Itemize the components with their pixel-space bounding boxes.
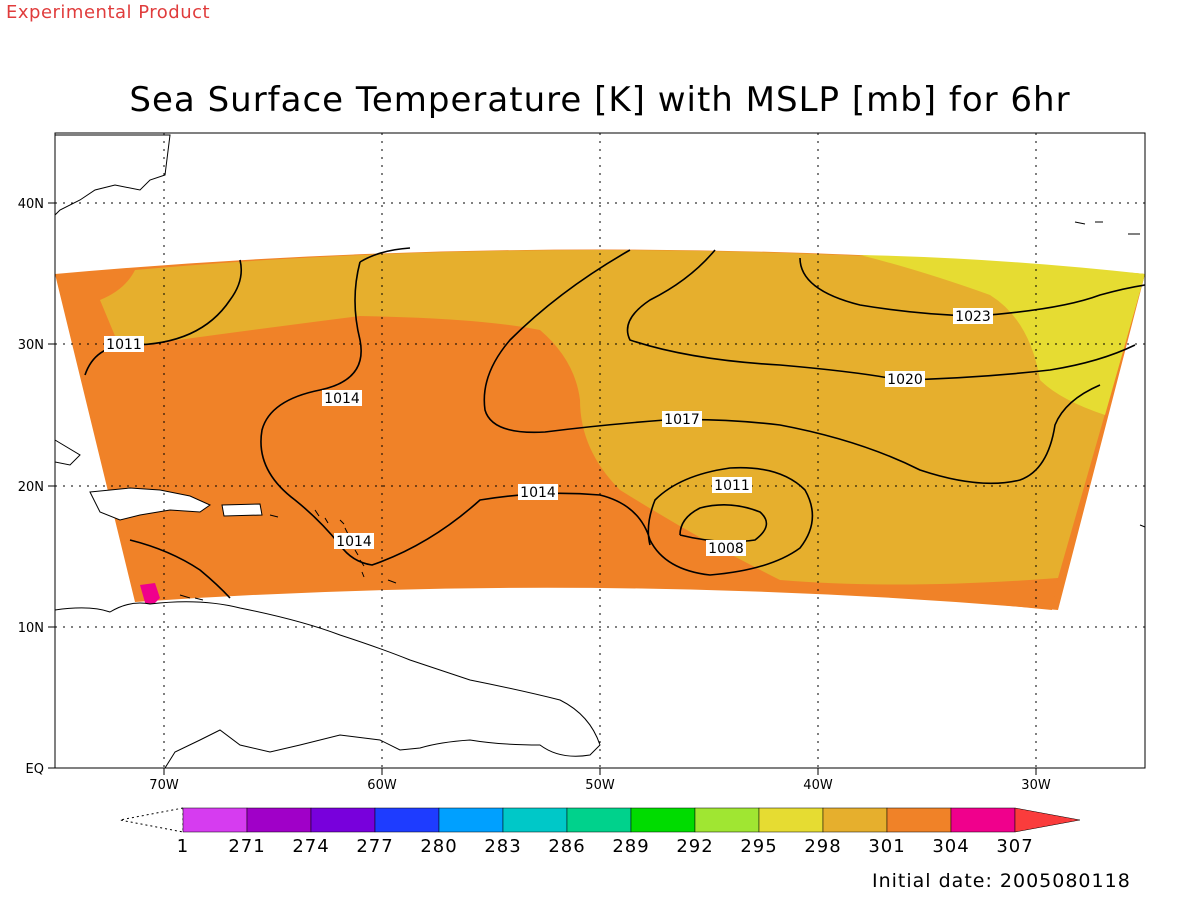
lon-label-40w: 40W xyxy=(803,778,833,793)
contour-label-1011-west: 1011 xyxy=(104,336,144,353)
contour-label-text: 1014 xyxy=(336,534,372,550)
map-title: Sea Surface Temperature [K] with MSLP [m… xyxy=(129,80,1071,120)
lon-axis xyxy=(163,768,1037,775)
contour-labels: 1011 1014 1014 1014 1017 1011 1008 1020 xyxy=(104,308,993,557)
colorbar-label: 277 xyxy=(356,836,393,857)
colorbar-swatch xyxy=(310,807,376,833)
contour-label-1014-a: 1014 xyxy=(322,390,362,407)
lon-label-70w: 70W xyxy=(149,778,179,793)
contour-label-text: 1014 xyxy=(520,485,556,501)
lat-axis xyxy=(48,202,55,769)
colorbar-swatch xyxy=(886,807,952,833)
sst-region-298-301 xyxy=(100,249,1145,585)
south-america-coast xyxy=(54,601,601,769)
colorbar-swatch xyxy=(630,807,696,833)
graticule xyxy=(55,133,1145,768)
colorbar-label: 304 xyxy=(932,836,969,857)
contour-label-1020: 1020 xyxy=(885,371,925,388)
colorbar-swatch xyxy=(950,807,1016,833)
colorbar-swatch xyxy=(758,807,824,833)
contour-label-text: 1008 xyxy=(708,541,744,557)
contour-label-text: 1011 xyxy=(106,337,142,353)
colorbar-swatch xyxy=(246,807,312,833)
colorbar-swatch xyxy=(822,807,888,833)
colorbar-label: 298 xyxy=(804,836,841,857)
contour-label-1008: 1008 xyxy=(706,540,746,557)
colorbar-swatch xyxy=(182,807,248,833)
lat-label-20n: 20N xyxy=(18,480,44,495)
lon-labels: 70W 60W 50W 40W 30W xyxy=(149,778,1051,793)
hispaniola xyxy=(89,487,212,521)
lat-labels: EQ 10N 20N 30N 40N xyxy=(18,197,44,777)
sst-region-304-307 xyxy=(140,583,160,606)
colorbar-label: 274 xyxy=(292,836,329,857)
lon-label-50w: 50W xyxy=(585,778,615,793)
colorbar-swatch xyxy=(566,807,632,833)
contour-1017 xyxy=(483,249,1101,485)
colorbar-swatches xyxy=(182,807,1016,833)
colorbar-label: 289 xyxy=(612,836,649,857)
experimental-product-label: Experimental Product xyxy=(6,2,211,23)
colorbar-label: 283 xyxy=(484,836,521,857)
lon-label-60w: 60W xyxy=(367,778,397,793)
colorbar-label: 271 xyxy=(228,836,265,857)
colorbar-swatch xyxy=(502,807,568,833)
small-islands xyxy=(179,221,1146,601)
contour-label-text: 1020 xyxy=(887,372,923,388)
colorbar: 1 271 274 277 280 283 286 289 292 295 298 301 304 307 xyxy=(119,807,1081,857)
colorbar-left-arrow xyxy=(119,807,184,833)
cuba-edge xyxy=(54,439,81,466)
north-america-coast xyxy=(54,134,171,217)
puerto-rico xyxy=(221,503,263,517)
colorbar-label: 280 xyxy=(420,836,457,857)
lat-label-30n: 30N xyxy=(18,338,44,353)
colorbar-swatch xyxy=(374,807,440,833)
lat-label-10n: 10N xyxy=(18,621,44,636)
contour-label-1011-low: 1011 xyxy=(712,477,752,494)
initial-date: Initial date: 2005080118 xyxy=(872,870,1131,892)
colorbar-label: 286 xyxy=(548,836,585,857)
colorbar-swatch xyxy=(438,807,504,833)
contour-label-1023: 1023 xyxy=(953,308,993,325)
colorbar-label: 1 xyxy=(177,836,189,857)
contour-label-1014-b: 1014 xyxy=(518,484,558,501)
contour-label-text: 1014 xyxy=(324,391,360,407)
colorbar-labels: 1 271 274 277 280 283 286 289 292 295 298 301 304 307 xyxy=(177,836,1033,857)
colorbar-right-arrow xyxy=(1014,807,1081,833)
contour-label-1014-c: 1014 xyxy=(334,533,374,550)
lat-label-eq: EQ xyxy=(26,762,44,777)
colorbar-label: 301 xyxy=(868,836,905,857)
colorbar-swatch xyxy=(694,807,760,833)
contour-label-text: 1017 xyxy=(664,412,700,428)
contour-label-text: 1011 xyxy=(714,478,750,494)
contour-label-text: 1023 xyxy=(955,309,991,325)
colorbar-label: 307 xyxy=(996,836,1033,857)
colorbar-label: 295 xyxy=(740,836,777,857)
sst-region-295-298 xyxy=(860,255,1145,415)
mslp-contours xyxy=(84,247,1146,599)
contour-label-1017: 1017 xyxy=(662,411,702,428)
colorbar-label: 292 xyxy=(676,836,713,857)
sst-region-301-304-se xyxy=(950,578,1058,610)
lat-label-40n: 40N xyxy=(18,197,44,212)
contour-lower-left xyxy=(129,539,231,599)
contour-1020 xyxy=(626,249,1136,381)
lon-label-30w: 30W xyxy=(1021,778,1051,793)
